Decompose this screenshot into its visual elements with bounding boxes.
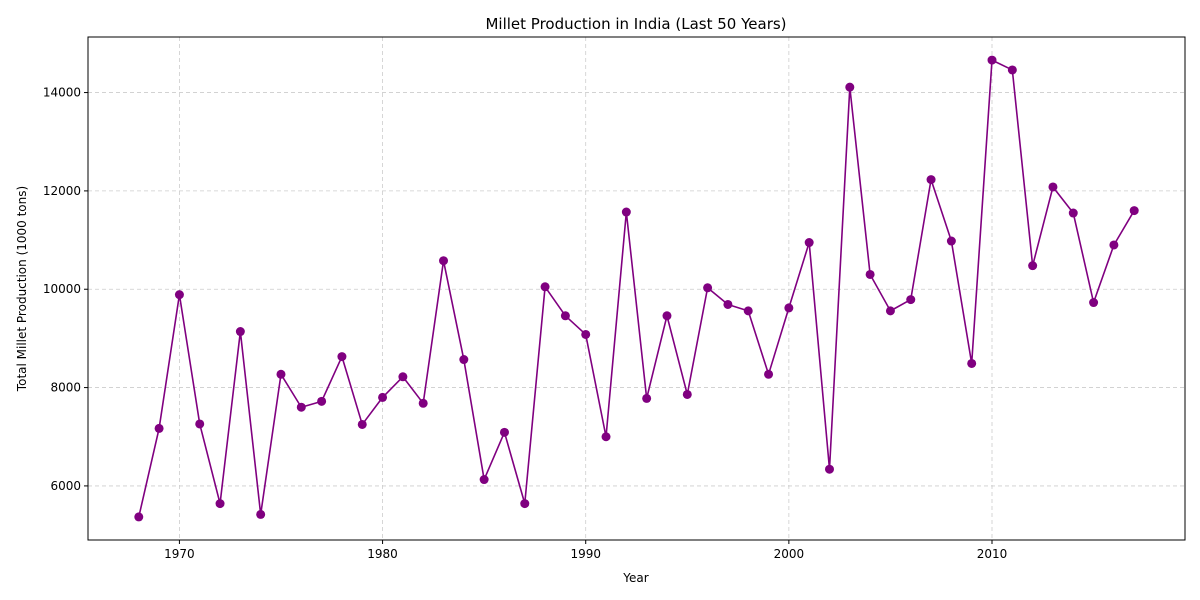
y-tick-label: 14000 — [43, 86, 81, 100]
x-tick-label: 2010 — [977, 547, 1008, 561]
data-point — [601, 432, 611, 442]
data-point — [865, 269, 875, 279]
data-point — [1048, 182, 1058, 192]
data-point — [703, 283, 713, 293]
data-point — [581, 329, 591, 339]
data-point — [682, 389, 692, 399]
chart-title: Millet Production in India (Last 50 Year… — [485, 15, 786, 33]
data-point — [824, 464, 834, 474]
data-point — [459, 355, 469, 365]
grid-lines — [88, 37, 1185, 540]
data-point — [337, 352, 347, 362]
data-point — [134, 512, 144, 522]
x-axis-label: Year — [622, 571, 648, 585]
data-point — [276, 369, 286, 379]
data-point — [479, 475, 489, 485]
data-point — [418, 398, 428, 408]
y-tick-label: 10000 — [43, 282, 81, 296]
data-point — [764, 369, 774, 379]
data-point — [378, 392, 388, 402]
data-point — [621, 207, 631, 217]
data-point — [1068, 208, 1078, 218]
data-point — [926, 175, 936, 185]
x-axis: 1970 1980 1990 2000 2010 — [164, 540, 1007, 561]
series-millet-production — [134, 55, 1139, 522]
data-point — [195, 419, 205, 429]
data-point — [398, 372, 408, 382]
plot-area-frame — [87, 36, 1186, 541]
data-point — [256, 509, 266, 519]
data-point — [845, 82, 855, 92]
series-line — [138, 59, 1135, 518]
x-tick-label: 1970 — [164, 547, 195, 561]
y-tick-label: 12000 — [43, 184, 81, 198]
data-point — [174, 290, 184, 300]
data-point — [987, 55, 997, 65]
y-tick-label: 6000 — [50, 479, 81, 493]
data-point — [784, 303, 794, 313]
data-point — [1028, 261, 1038, 271]
x-tick-label: 1990 — [570, 547, 601, 561]
data-point — [804, 238, 814, 248]
y-axis: 6000 8000 10000 12000 14000 — [43, 86, 88, 493]
data-point — [1109, 240, 1119, 250]
x-tick-label: 2000 — [774, 547, 805, 561]
data-point — [154, 423, 164, 433]
data-point — [642, 393, 652, 403]
data-point — [540, 282, 550, 292]
y-tick-label: 8000 — [50, 381, 81, 395]
data-point — [723, 299, 733, 309]
data-point — [906, 295, 916, 305]
data-point — [357, 419, 367, 429]
data-point — [296, 402, 306, 412]
data-point — [235, 327, 245, 337]
data-point — [946, 236, 956, 246]
data-point — [885, 306, 895, 316]
data-point — [215, 499, 225, 509]
data-point — [317, 396, 327, 406]
data-point — [662, 311, 672, 321]
data-point — [520, 499, 530, 509]
data-point — [967, 358, 977, 368]
x-tick-label: 1980 — [367, 547, 398, 561]
data-point — [499, 427, 509, 437]
data-point — [743, 306, 753, 316]
data-point — [439, 256, 449, 266]
y-axis-label: Total Millet Production (1000 tons) — [15, 186, 29, 392]
data-point — [1129, 206, 1139, 216]
data-point — [560, 311, 570, 321]
data-point — [1007, 65, 1017, 75]
data-point — [1089, 298, 1099, 308]
